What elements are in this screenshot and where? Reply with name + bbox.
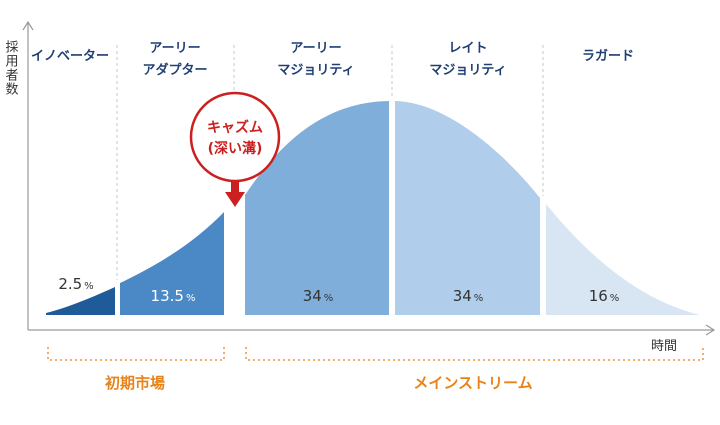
bracket-mainstream — [245, 347, 704, 361]
percent-early-majority: 34% — [303, 287, 334, 305]
chasm-label-line2: (深い溝) — [208, 140, 263, 157]
segment-innovators — [46, 287, 115, 315]
segment-laggards — [546, 204, 700, 315]
percent-early-adopters: 13.5% — [151, 287, 196, 305]
segment-label-innovators: イノベーター — [31, 49, 109, 64]
percent-innovators: 2.5% — [58, 275, 93, 293]
chasm-arrow-head — [225, 192, 245, 207]
chasm-circle — [189, 91, 281, 183]
bracket-label-early-market: 初期市場 — [105, 374, 165, 392]
percent-early-majority-unit: % — [324, 293, 334, 304]
segment-label-early-majority-line1: アーリー — [290, 41, 341, 56]
percent-laggards-unit: % — [610, 293, 620, 304]
bracket-early-market — [47, 347, 225, 361]
segment-label-late-majority-line2: マジョリティ — [429, 63, 506, 78]
segment-early-majority — [245, 101, 389, 315]
y-axis-arrow — [22, 20, 34, 31]
segment-label-early-adopters-line2: アダプター — [142, 62, 207, 78]
bracket-label-mainstream: メインストリーム — [413, 374, 532, 392]
chasm-arrow-shaft — [231, 181, 239, 193]
percent-laggards: 16% — [589, 287, 620, 305]
segment-label-early-adopters-line1: アーリー — [149, 41, 200, 56]
percent-late-majority: 34% — [453, 287, 484, 305]
x-axis-arrow — [705, 324, 716, 336]
y-axis-label: 採用者数 — [3, 40, 19, 96]
segment-late-majority — [395, 101, 540, 315]
segment-label-laggards: ラガード — [582, 49, 634, 64]
axes — [22, 20, 716, 336]
percent-early-adopters-value: 13.5 — [151, 287, 184, 305]
percent-innovators-unit: % — [84, 281, 94, 292]
percent-early-majority-value: 34 — [303, 287, 322, 305]
percent-innovators-value: 2.5 — [58, 275, 82, 293]
percent-early-adopters-unit: % — [186, 293, 196, 304]
percent-late-majority-unit: % — [474, 293, 484, 304]
x-axis-label: 時間 — [651, 339, 677, 354]
chasm-callout: キャズム (深い溝) — [189, 91, 281, 207]
segment-label-early-majority-line2: マジョリティ — [277, 63, 354, 78]
chasm-label-line1: キャズム — [207, 119, 263, 136]
percent-late-majority-value: 34 — [453, 287, 472, 305]
segment-early-adopters — [120, 212, 224, 315]
segment-label-late-majority-line1: レイト — [448, 41, 487, 56]
brackets — [47, 347, 704, 361]
percent-laggards-value: 16 — [589, 287, 608, 305]
